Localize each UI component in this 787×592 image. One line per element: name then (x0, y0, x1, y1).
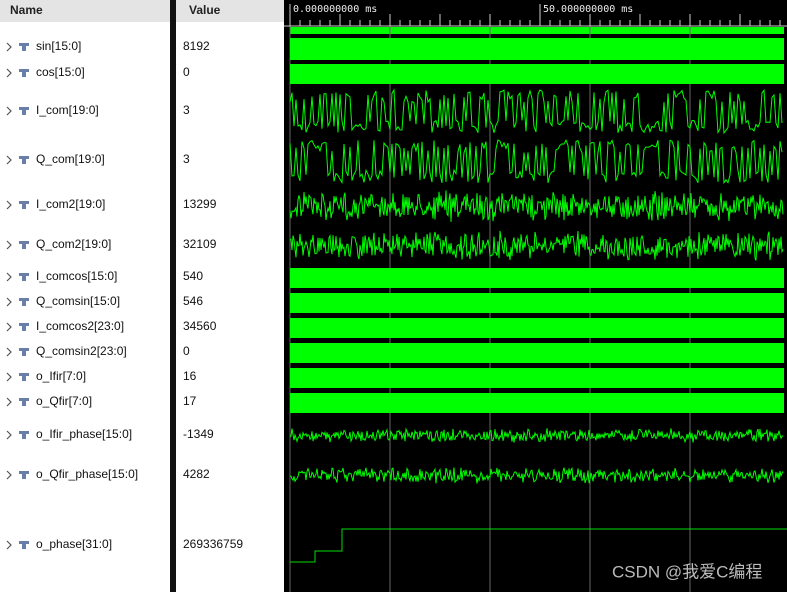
signal-name: I_comcos[15:0] (36, 269, 117, 283)
signal-icon (19, 107, 29, 115)
watermark: CSDN @我爱C编程 (612, 562, 762, 581)
bus-wave (290, 393, 784, 413)
signal-value: 32109 (183, 237, 217, 251)
signal-name: o_Qfir_phase[15:0] (36, 467, 138, 481)
bus-wave (290, 343, 784, 363)
signal-name: cos[15:0] (36, 65, 85, 79)
expand-chevron (6, 470, 12, 480)
divider (170, 0, 176, 592)
signal-icon (19, 43, 29, 51)
signal-value: 17 (183, 394, 197, 408)
signal-icon (19, 471, 29, 479)
signal-value: 3 (183, 152, 190, 166)
expand-chevron (6, 200, 12, 210)
expand-chevron (6, 297, 12, 307)
bus-wave (290, 268, 784, 288)
signal-value: -1349 (183, 427, 214, 441)
bus-wave (290, 293, 784, 313)
analog-wave (289, 190, 784, 222)
signal-value: 13299 (183, 197, 217, 211)
expand-chevron (6, 106, 12, 116)
signal-icon (19, 541, 29, 549)
signal-icon (19, 373, 29, 381)
signal-icon (19, 398, 29, 406)
clipped-row (0, 22, 170, 32)
bus-wave (290, 38, 784, 60)
signal-value: 0 (183, 65, 190, 79)
clipped-wave (290, 27, 784, 34)
signal-name: o_Ifir[7:0] (36, 369, 86, 383)
value-header-bg (176, 0, 284, 22)
analog-wave (289, 466, 784, 484)
signal-name: sin[15:0] (36, 39, 81, 53)
signal-value: 4282 (183, 467, 210, 481)
analog-wave (289, 427, 784, 444)
analog-wave (289, 230, 784, 261)
signal-name: I_com[19:0] (36, 103, 99, 117)
signal-name: Q_com2[19:0] (36, 237, 111, 251)
analog-wave (289, 138, 783, 185)
signal-value: 34560 (183, 319, 217, 333)
expand-chevron (6, 272, 12, 282)
signal-name: o_Ifir_phase[15:0] (36, 427, 132, 441)
signal-icon (19, 431, 29, 439)
step-wave (290, 528, 787, 563)
expand-chevron (6, 155, 12, 165)
expand-chevron (6, 430, 12, 440)
signal-icon (19, 348, 29, 356)
header-value[interactable]: Value (189, 3, 221, 17)
signal-name: Q_comsin[15:0] (36, 294, 120, 308)
signal-value: 16 (183, 369, 197, 383)
signal-value: 269336759 (183, 537, 243, 551)
expand-chevron (6, 540, 12, 550)
signal-icon (19, 273, 29, 281)
expand-chevron (6, 322, 12, 332)
signal-icon (19, 323, 29, 331)
expand-chevron (6, 240, 12, 250)
expand-chevron (6, 347, 12, 357)
signal-value: 0 (183, 344, 190, 358)
bus-wave (290, 64, 784, 84)
name-header-bg (0, 0, 170, 22)
signal-name: I_comcos2[23:0] (36, 319, 124, 333)
header-name[interactable]: Name (10, 3, 43, 17)
signal-icon (19, 201, 29, 209)
signal-name: o_Qfir[7:0] (36, 394, 92, 408)
analog-wave (289, 88, 783, 135)
expand-chevron (6, 372, 12, 382)
signal-name: I_com2[19:0] (36, 197, 105, 211)
bus-wave (290, 368, 784, 388)
signal-name: o_phase[31:0] (36, 537, 112, 551)
expand-chevron (6, 397, 12, 407)
signal-icon (19, 69, 29, 77)
bus-wave (290, 318, 784, 338)
signal-icon (19, 298, 29, 306)
ruler-label: 0.000000000 ms (293, 4, 377, 15)
signal-icon (19, 241, 29, 249)
signal-name: Q_comsin2[23:0] (36, 344, 127, 358)
ruler-label: 50.000000000 ms (543, 4, 633, 15)
signal-name: Q_com[19:0] (36, 152, 105, 166)
signal-value: 3 (183, 103, 190, 117)
signal-icon (19, 156, 29, 164)
expand-chevron (6, 68, 12, 78)
signal-value: 540 (183, 269, 203, 283)
signal-value: 546 (183, 294, 203, 308)
signal-value: 8192 (183, 39, 210, 53)
expand-chevron (6, 42, 12, 52)
